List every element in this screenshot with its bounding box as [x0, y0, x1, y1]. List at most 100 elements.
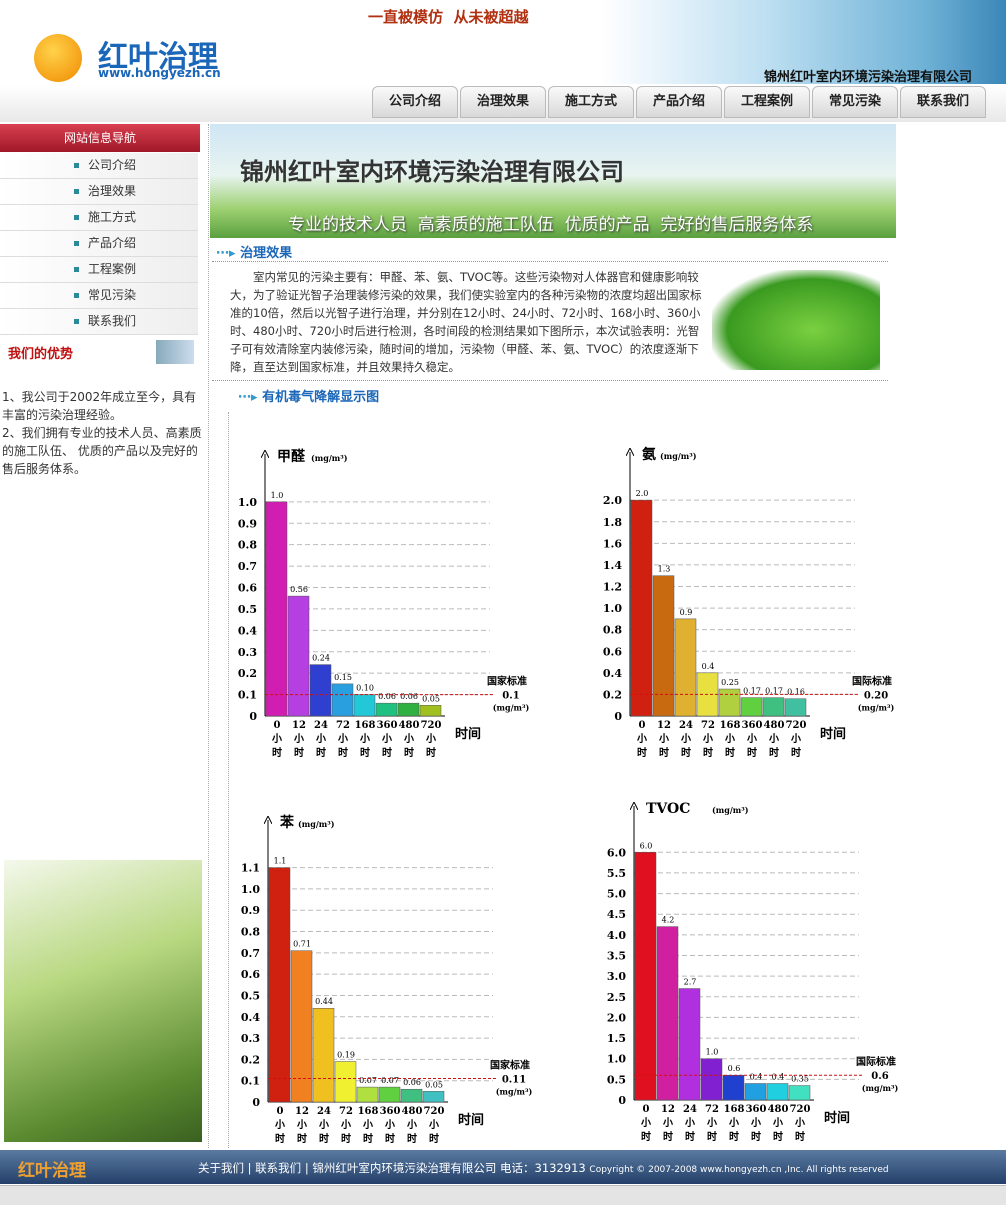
y-tick-label: 0.2 — [238, 667, 257, 680]
footer-phone: 电话：3132913 — [500, 1161, 586, 1175]
sidebar-item-text[interactable]: 公司介绍 — [88, 158, 137, 172]
chart-title: 甲醛 — [277, 448, 306, 465]
x-tick-label: 720 小时 — [786, 720, 807, 759]
sidebar-item-text[interactable]: 治理效果 — [88, 184, 137, 198]
x-tick-label: 72 小时 — [339, 1106, 353, 1145]
sidebar-item-text[interactable]: 产品介绍 — [88, 236, 137, 250]
sidebar-item[interactable]: 工程案例 — [0, 257, 198, 283]
section-title: ⋯▸ 有机毒气降解显示图 — [238, 390, 380, 405]
x-tick-label: 72 小时 — [705, 1104, 719, 1143]
sidebar-title: 网站信息导航 — [64, 131, 137, 145]
y-tick-label: 1.6 — [603, 537, 622, 550]
sidebar-item[interactable]: 公司介绍 — [0, 153, 198, 179]
bar — [656, 926, 679, 1101]
section-title: ⋯▸ 治理效果 — [216, 246, 293, 261]
bullet — [74, 293, 79, 298]
divider — [212, 261, 888, 262]
x-tick-label: 480 小时 — [399, 720, 420, 759]
x-tick-label: 0 小时 — [640, 1104, 651, 1143]
y-tick-label: 0.2 — [241, 1053, 260, 1066]
nav-tab[interactable]: 公司介绍 — [372, 86, 458, 118]
sidebar-item-text[interactable]: 联系我们 — [88, 314, 137, 328]
standard-value: 0.1 — [502, 691, 519, 702]
footer: 红叶治理 关于我们 | 联系我们 | 锦州红叶室内环境污染治理有限公司 电话：3… — [0, 1150, 1006, 1184]
x-axis-label: 时间 — [824, 1110, 850, 1126]
logo-url: www.hongyezh.cn — [98, 66, 221, 80]
value-label: 0.06 — [400, 692, 418, 701]
value-label: 0.06 — [378, 692, 396, 701]
advantage: 1、我公司于2002年成立至今，具有丰富的污染治理经验。 — [2, 390, 197, 422]
copyright: Copyright © 2007-2008 www.hongyezh.cn ,I… — [589, 1165, 889, 1175]
value-label: 0.4 — [772, 1072, 785, 1081]
advantage-icon — [156, 340, 194, 364]
bar — [422, 1091, 445, 1103]
section-title-text: 治理效果 — [240, 246, 293, 261]
standard-name: 国家标准 — [490, 1059, 530, 1072]
y-tick-label: 0.4 — [238, 624, 257, 637]
logo-icon — [34, 34, 82, 82]
sidebar-item-text[interactable]: 施工方式 — [88, 210, 137, 224]
bullet — [74, 189, 79, 194]
bullet — [74, 241, 79, 246]
sidebar-item[interactable]: 联系我们 — [0, 309, 198, 335]
scrollbar[interactable] — [0, 1185, 1006, 1205]
standard-value: 0.6 — [871, 1071, 888, 1082]
divider — [208, 124, 209, 1148]
unit-label: (mg/m³) — [298, 819, 335, 829]
y-tick-label: 0 — [252, 1096, 260, 1109]
bar — [375, 702, 398, 717]
bar — [265, 501, 288, 717]
y-tick-label: 1.5 — [607, 1032, 626, 1045]
x-tick-label: 12 小时 — [295, 1106, 309, 1145]
sidebar-item[interactable]: 常见污染 — [0, 283, 198, 309]
y-tick-label: 3.5 — [607, 950, 626, 963]
banner-title: 锦州红叶室内环境污染治理有限公司 — [240, 158, 624, 186]
sidebar-item-text[interactable]: 工程案例 — [88, 262, 137, 276]
value-label: 0.06 — [403, 1078, 421, 1087]
nav-tab[interactable]: 施工方式 — [548, 86, 634, 118]
value-label: 0.17 — [743, 687, 761, 696]
value-label: 0.44 — [315, 997, 333, 1006]
sidebar-item[interactable]: 施工方式 — [0, 205, 198, 231]
x-tick-label: 24 小时 — [314, 720, 328, 759]
nav-tab[interactable]: 治理效果 — [460, 86, 546, 118]
sidebar-item[interactable]: 治理效果 — [0, 179, 198, 205]
x-tick-label: 12 小时 — [657, 720, 671, 759]
standard-name: 国际标准 — [856, 1055, 896, 1068]
x-tick-label: 168 小时 — [724, 1104, 745, 1143]
y-tick-label: 5.0 — [607, 888, 626, 901]
x-tick-label: 24 小时 — [679, 720, 693, 759]
y-tick-label: 4.5 — [607, 908, 626, 921]
value-label: 0.05 — [425, 1080, 443, 1089]
value-label: 0.15 — [334, 673, 352, 682]
footer-link[interactable]: 联系我们 — [255, 1161, 302, 1175]
x-tick-label: 360 小时 — [742, 720, 763, 759]
nav-tab[interactable]: 联系我们 — [900, 86, 986, 118]
nav-tab[interactable]: 产品介绍 — [636, 86, 722, 118]
y-tick-label: 1.0 — [603, 602, 622, 615]
bar — [356, 1086, 379, 1103]
unit-label: (mg/m³) — [311, 453, 348, 463]
y-tick-label: 0 — [614, 710, 622, 723]
x-tick-label: 720 小时 — [421, 720, 442, 759]
standard-unit: (mg/m³) — [858, 702, 895, 712]
sidebar-item[interactable]: 产品介绍 — [0, 231, 198, 257]
section-title-text: 有机毒气降解显示图 — [262, 390, 380, 405]
value-label: 0.07 — [381, 1076, 399, 1085]
y-tick-label: 0.5 — [241, 989, 260, 1002]
sidebar-item-text[interactable]: 常见污染 — [88, 288, 137, 302]
logo-text: 红叶治理 — [98, 40, 218, 75]
bar — [419, 705, 442, 717]
value-label: 0.25 — [721, 678, 739, 687]
y-tick-label: 0.9 — [241, 904, 260, 917]
value-label: 0.17 — [765, 687, 783, 696]
nav-tab[interactable]: 常见污染 — [812, 86, 898, 118]
y-tick-label: 0.1 — [238, 689, 257, 702]
nav-tab[interactable]: 工程案例 — [724, 86, 810, 118]
bar — [762, 697, 785, 717]
value-label: 0.24 — [312, 654, 330, 663]
standard-value: 0.11 — [502, 1075, 526, 1086]
y-tick-label: 0.5 — [607, 1073, 626, 1086]
footer-link[interactable]: 关于我们 — [198, 1161, 244, 1175]
